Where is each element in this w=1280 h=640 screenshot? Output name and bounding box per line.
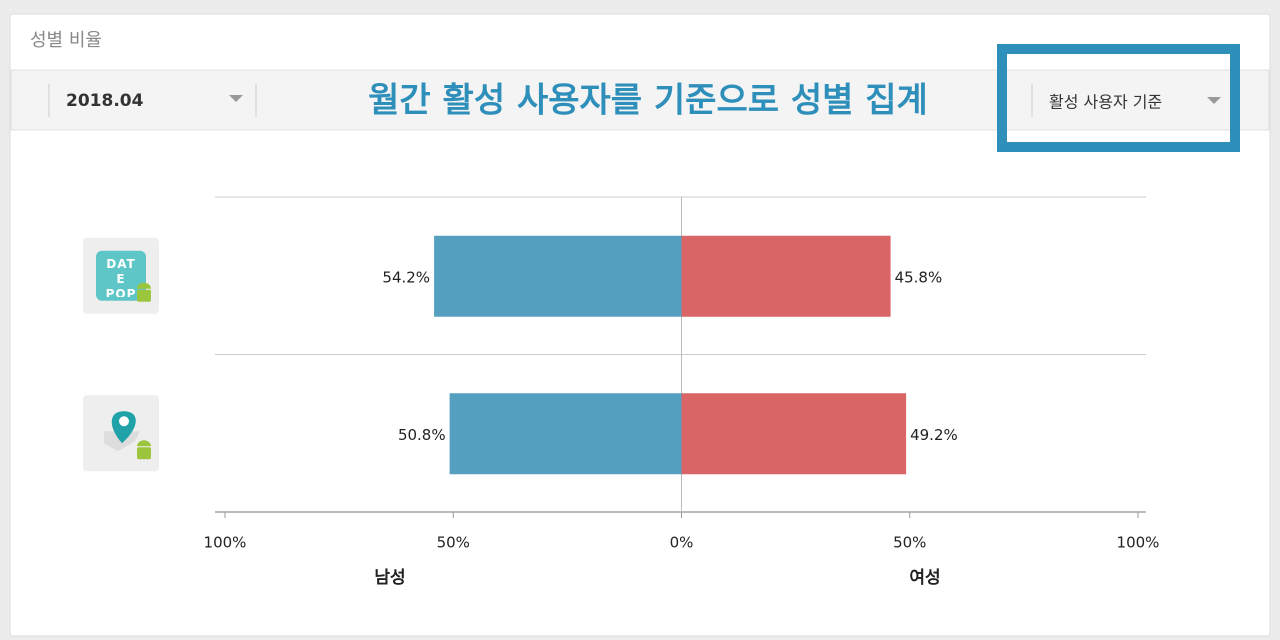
bar bbox=[434, 235, 682, 317]
value-label: 49.2% bbox=[910, 426, 958, 444]
basis-value[interactable]: 활성 사용자 기준 bbox=[1049, 93, 1162, 112]
android-badge bbox=[137, 289, 151, 302]
category-label: DATE POP bbox=[105, 256, 137, 297]
panel-title: 성별 비율 bbox=[30, 30, 102, 51]
chart: 100% 50% 0% 50% 100% 남성 54.2% 50.8% 여성 45.8% 49.2%… bbox=[83, 196, 1160, 588]
value-label: 54.2% bbox=[382, 268, 430, 286]
headline: 월간 활성 사용자를 기준으로 성별 집계 bbox=[368, 81, 928, 121]
android-head bbox=[137, 282, 151, 289]
app-icon bbox=[83, 395, 159, 472]
bar bbox=[681, 235, 891, 317]
value-label: 50.8% bbox=[398, 426, 446, 444]
value-label: 45.8% bbox=[895, 268, 943, 286]
icon-text-box: DATE POP bbox=[105, 256, 137, 297]
bar bbox=[681, 393, 907, 475]
legend-label: 남성 bbox=[374, 568, 405, 588]
card bbox=[9, 13, 1271, 637]
x-tick-label: 100% bbox=[204, 534, 247, 552]
icon-tile bbox=[96, 250, 146, 301]
bar bbox=[449, 393, 682, 475]
app-icon: DATE POP bbox=[83, 237, 159, 314]
dropdown-arrow[interactable] bbox=[1207, 97, 1221, 104]
legend-label: 여성 bbox=[909, 568, 940, 588]
android-head bbox=[137, 440, 151, 447]
x-tick-label: 100% bbox=[1117, 534, 1160, 552]
basis-dropdown[interactable]: 활성 사용자 기준 bbox=[1049, 93, 1221, 112]
period-dropdown[interactable]: 2018.04 bbox=[66, 91, 243, 111]
icon-pin-dot bbox=[119, 416, 129, 427]
highlight-box bbox=[997, 44, 1240, 152]
android-badge bbox=[137, 447, 151, 460]
x-tick-label: 50% bbox=[437, 534, 470, 552]
dropdown-arrow[interactable] bbox=[229, 95, 243, 102]
x-tick-label: 0% bbox=[670, 534, 694, 552]
icon-pin bbox=[111, 411, 136, 444]
toolbar bbox=[10, 69, 1270, 131]
x-tick-label: 50% bbox=[893, 534, 926, 552]
period-value[interactable]: 2018.04 bbox=[66, 91, 144, 111]
